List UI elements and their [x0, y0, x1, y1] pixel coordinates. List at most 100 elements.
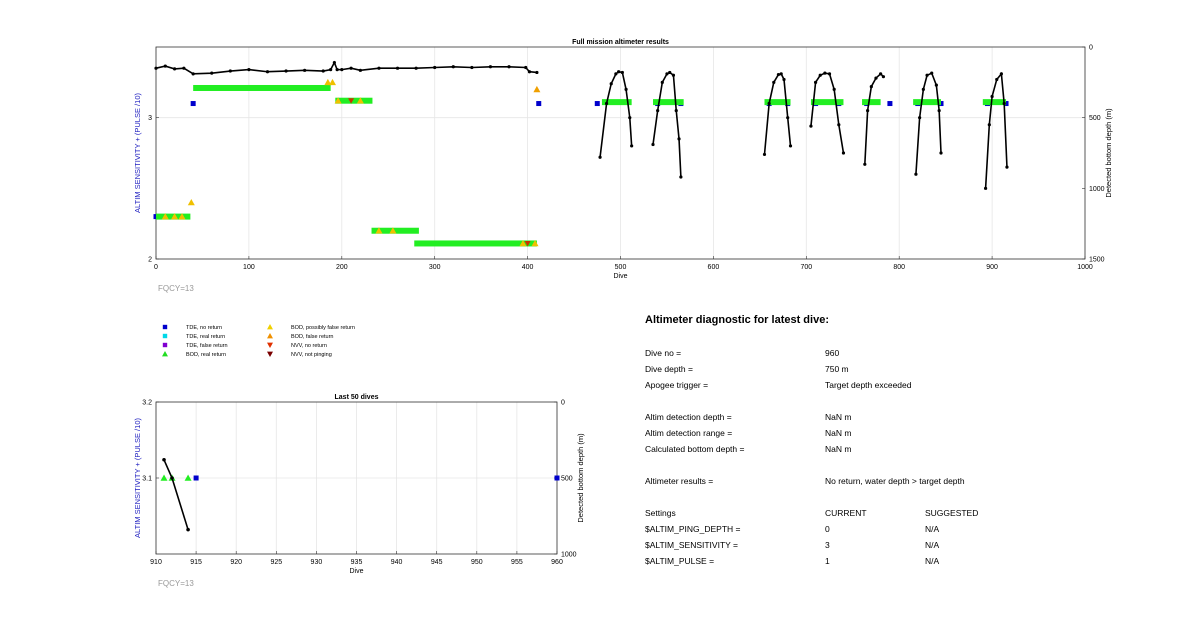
depth-point [265, 70, 270, 74]
depth-point [990, 94, 994, 99]
bod-marker [375, 227, 383, 234]
diagnostic-value: 960 [825, 348, 840, 358]
setting-label: $ALTIM_PULSE = [645, 556, 715, 566]
depth-point [332, 60, 336, 65]
x-tick-label: 300 [429, 264, 441, 271]
fqcy-annotation: FQCY=13 [158, 284, 194, 293]
legend-triangle-down-marker [267, 351, 273, 357]
setting-label: $ALTIM_SENSITIVITY = [645, 540, 738, 550]
depth-point [939, 151, 943, 155]
legend-triangle-up-marker [162, 351, 168, 357]
diagnostic-value: Target depth exceeded [825, 380, 912, 390]
diagnostic-title: Altimeter diagnostic for latest dive: [645, 314, 829, 326]
diagnostic-label: Dive no = [645, 348, 682, 358]
legend-item: NVV, not pinging [267, 351, 332, 358]
depth-point [925, 73, 929, 77]
bod-marker [161, 213, 169, 220]
depth-point [163, 64, 167, 68]
depth-point [776, 72, 781, 77]
depth-point [656, 109, 660, 113]
legend-triangle-down-marker [267, 342, 273, 348]
x-tick-label: 955 [511, 559, 523, 566]
y-tick-label-right: 0 [1089, 45, 1093, 52]
depth-point [671, 73, 676, 77]
bod-marker [184, 474, 192, 481]
y-tick-label-left: 3.2 [142, 400, 152, 407]
fqcy-annotation: FQCY=13 [158, 579, 194, 588]
tde-no-return-marker [887, 101, 893, 107]
diagnostic-label: Dive depth = [645, 364, 693, 374]
depth-point [772, 80, 776, 84]
y-axis-label-left: ALTIM SENSITIVITY + (PULSE /10) [133, 93, 142, 213]
depth-point [677, 137, 681, 141]
legend-square-marker [162, 342, 168, 348]
y-axis-label-right: Detected bottom depth (m) [1104, 108, 1113, 198]
diagnostic-value: 750 m [825, 364, 849, 374]
depth-point [191, 72, 195, 76]
depth-point [172, 67, 177, 71]
x-tick-label: 950 [471, 559, 483, 566]
bod-real-return-band [982, 99, 1007, 106]
depth-point [863, 162, 867, 166]
depth-point [786, 116, 790, 120]
depth-point [624, 87, 628, 91]
bod-marker [533, 85, 541, 93]
legend-triangle-up-marker [267, 324, 273, 330]
depth-point [762, 152, 767, 157]
y-axis-label-left: ALTIM SENSITIVITY + (PULSE /10) [133, 418, 142, 538]
depth-point [604, 101, 609, 106]
depth-point [879, 72, 883, 76]
x-tick-label: 925 [270, 559, 282, 566]
bod-real-return-band [601, 99, 632, 106]
x-tick-label: 1000 [1077, 264, 1093, 271]
legend-label: BOD, real return [186, 352, 226, 358]
settings-label: Settings [645, 508, 676, 518]
legend-label: NVV, no return [291, 343, 327, 349]
bod-marker [389, 227, 397, 234]
tde-no-return-marker [554, 475, 560, 481]
depth-point [358, 68, 362, 72]
diagnostic-label: Altim detection depth = [645, 412, 732, 422]
setting-current: 0 [825, 524, 830, 534]
x-tick-label: 400 [522, 264, 534, 271]
depth-point [414, 66, 418, 70]
depth-point [1005, 165, 1009, 169]
diagnostic-value: NaN m [825, 444, 852, 454]
legend-item: BOD, false return [267, 333, 334, 340]
depth-point [228, 69, 232, 73]
depth-trace-line [163, 459, 189, 530]
depth-point [823, 71, 827, 75]
depth-point [524, 65, 528, 70]
depth-point [182, 66, 186, 70]
bod-marker [356, 97, 364, 104]
depth-point [995, 77, 999, 82]
depth-point [869, 84, 873, 89]
setting-suggested: N/A [925, 556, 940, 566]
depth-point [767, 101, 771, 106]
x-tick-label: 500 [615, 264, 627, 271]
bod-marker [329, 78, 337, 86]
x-tick-label: 920 [230, 559, 242, 566]
depth-point [598, 155, 602, 159]
depth-point [1002, 101, 1006, 106]
depth-point [937, 109, 941, 113]
depth-point [488, 65, 493, 69]
depth-point [827, 72, 832, 76]
legend-item: NVV, no return [267, 342, 327, 349]
chart-title: Full mission altimeter results [572, 39, 669, 46]
bod-marker [334, 97, 342, 104]
tde-no-return-marker [190, 101, 196, 107]
depth-point [930, 71, 934, 75]
bod-real-return-band [414, 240, 537, 247]
x-axis-label: Dive [349, 568, 363, 575]
tde-no-return-marker [193, 475, 199, 481]
depth-trace-line [915, 72, 942, 175]
depth-point [395, 66, 400, 70]
depth-point [818, 73, 822, 77]
depth-point [335, 68, 339, 72]
depth-point [999, 72, 1003, 76]
depth-point [507, 65, 511, 69]
depth-point [841, 151, 846, 155]
legend-square-marker [162, 333, 168, 339]
x-tick-label: 940 [391, 559, 403, 566]
